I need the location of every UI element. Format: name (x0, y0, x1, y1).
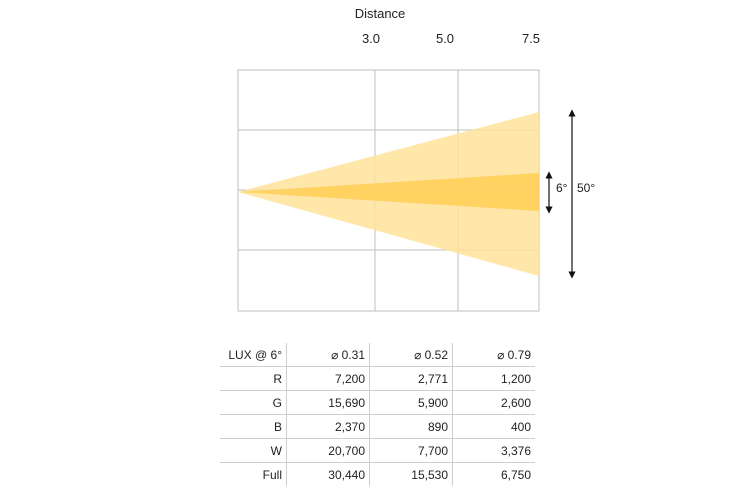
narrow-beam-6 (238, 173, 539, 211)
lux-value: 3,376 (452, 438, 535, 463)
lux-value: 7,200 (286, 366, 370, 391)
lux-value: 6,750 (452, 462, 535, 486)
row-label: G (220, 390, 287, 415)
table-row: R 7,200 2,771 1,200 (220, 366, 535, 391)
lux-header-label: LUX @ 6° (220, 343, 287, 367)
lux-value: 2,771 (369, 366, 453, 391)
row-label: Full (262, 467, 282, 482)
distance-mark-3: 3.0 (361, 31, 381, 46)
narrow-angle-label: 6° (556, 181, 568, 195)
lux-value: 2,370 (286, 414, 370, 439)
lux-header-diameter: ⌀ 0.52 (369, 343, 453, 367)
lux-value: 15,530 (369, 462, 453, 486)
wide-angle-label: 50° (577, 181, 596, 195)
lux-header-diameter: ⌀ 0.79 (452, 343, 535, 367)
lux-value: 30,440 (286, 462, 370, 486)
lux-value: 7,700 (369, 438, 453, 463)
table-row: Full 30,440 15,530 6,750 (220, 462, 535, 486)
row-label: W (220, 438, 287, 463)
lux-value: 890 (369, 414, 453, 439)
row-label: R (220, 366, 287, 391)
lux-table: LUX @ 6° ⌀ 0.31 ⌀ 0.52 ⌀ 0.79 R 7,200 2,… (220, 343, 535, 486)
distance-mark-7-5: 7.5 (521, 31, 541, 46)
table-row: B 2,370 890 400 (220, 414, 535, 439)
row-label: B (220, 414, 287, 439)
distance-title: Distance (354, 6, 406, 21)
beam-diagram (237, 69, 576, 312)
lux-value: 1,200 (452, 366, 535, 391)
lux-value: 20,700 (286, 438, 370, 463)
lux-value: 15,690 (286, 390, 370, 415)
lux-value: 2,600 (452, 390, 535, 415)
lux-value: 5,900 (369, 390, 453, 415)
lux-value: 400 (452, 414, 535, 439)
table-row: W 20,700 7,700 3,376 (220, 438, 535, 463)
lux-header-diameter: ⌀ 0.31 (286, 343, 370, 367)
lux-table-header: LUX @ 6° ⌀ 0.31 ⌀ 0.52 ⌀ 0.79 (220, 343, 535, 367)
distance-mark-5: 5.0 (435, 31, 455, 46)
table-row: G 15,690 5,900 2,600 (220, 390, 535, 415)
